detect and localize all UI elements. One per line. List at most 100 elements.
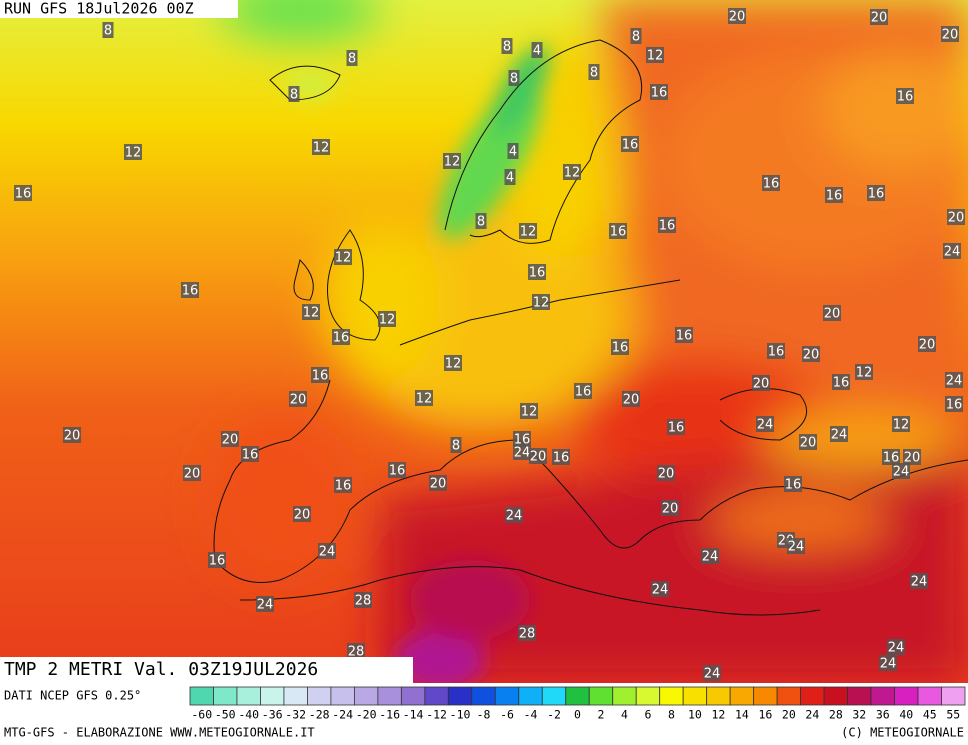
contour-label: 16 [575,385,592,400]
contour-label-box [288,86,300,102]
scale-label: 40 [899,708,913,722]
contour-label: 24 [652,583,669,598]
scale-label: -40 [238,708,259,722]
scale-swatch [447,686,473,706]
contour-label: 8 [632,30,640,45]
contour-label-box [667,419,685,435]
scale-swatch [729,686,755,706]
contour-label: 24 [944,245,961,260]
contour-label-box [945,372,963,388]
contour-label-box [728,8,746,24]
contour-label-box [505,507,523,523]
contour-label-box [513,444,531,460]
contour-label: 16 [335,479,352,494]
scale-swatch [213,686,238,706]
scale-label: -50 [215,708,236,722]
contour-label: 16 [883,451,900,466]
contour-label: 20 [729,10,746,25]
contour-label: 24 [514,446,531,461]
scale-swatch [236,686,261,706]
contour-label: 16 [826,189,843,204]
scale-label: 45 [923,708,937,722]
contour-label: 16 [612,341,629,356]
contour-label-box [429,475,447,491]
contour-label: 12 [520,225,537,240]
contour-label: 16 [553,451,570,466]
contour-label: 12 [303,306,320,321]
run-label: RUN GFS 18Jul2026 00Z [4,0,194,18]
contour-label: 8 [348,52,356,67]
run-box [0,0,238,18]
contour-label-box [703,665,721,681]
scale-swatch [353,686,379,706]
contour-label-box [311,367,329,383]
contour-label: 24 [880,657,897,672]
contour-label-box [661,500,679,516]
contour-label-box [444,355,462,371]
contour-label-box [518,625,536,641]
contour-label-box [181,282,199,298]
contour-label-box [784,476,802,492]
contour-label-box [574,383,592,399]
contour-label: 16 [610,225,627,240]
contour-label: 12 [444,155,461,170]
scale-swatch [917,686,942,706]
contour-label: 16 [312,369,329,384]
contour-label: 12 [564,166,581,181]
scale-swatch [565,686,590,706]
scale-label: -4 [524,708,538,722]
contour-label: 16 [897,90,914,105]
scale-label: -10 [450,708,471,722]
scale-swatch [541,686,567,706]
contour-label-box [657,465,675,481]
contour-label-box [588,64,600,80]
contour-label: 20 [530,450,547,465]
contour-label-box [520,403,538,419]
scale-label: 2 [598,708,605,722]
contour-label: 20 [803,348,820,363]
contour-label-box [475,213,487,229]
contour-label: 24 [831,428,848,443]
contour-label-box [943,243,961,259]
contour-label: 28 [355,594,372,609]
scale-label: -32 [285,708,306,722]
scale-swatch [494,686,520,706]
contour-label: 20 [919,338,936,353]
contour-label: 16 [785,478,802,493]
contour-label-box [332,329,350,345]
contour-label-box [621,136,639,152]
contour-label: 8 [452,439,460,454]
contour-label: 8 [510,72,518,87]
scale-label: -16 [379,708,400,722]
contour-label-box [823,305,841,321]
scale-label: -24 [332,708,353,722]
contour-label-box [519,223,537,239]
contour-label: 8 [104,24,112,39]
contour-label-box [302,304,320,320]
contour-label: 16 [514,433,531,448]
contour-label: 16 [242,448,259,463]
contour-label: 16 [668,421,685,436]
scale-label: -36 [262,708,283,722]
contour-label: 16 [529,266,546,281]
contour-label: 4 [509,145,517,160]
contour-label-box [630,28,642,44]
contour-label-box [882,449,900,465]
contour-label: 16 [946,398,963,413]
contour-label-box [289,391,307,407]
contour-label: 16 [209,554,226,569]
scale-label: -12 [426,708,447,722]
map-title: TMP 2 METRI Val. 03Z19JUL2026 [4,659,318,680]
scale-swatch [800,686,825,706]
contour-label: 8 [590,66,598,81]
contour-label: 20 [222,433,239,448]
scale-label: 24 [805,708,819,722]
contour-label-box [918,336,936,352]
contour-label-box [756,416,774,432]
contour-label-box [825,187,843,203]
contour-label: 16 [833,376,850,391]
contour-label-box [675,327,693,343]
contour-label: 12 [379,313,396,328]
